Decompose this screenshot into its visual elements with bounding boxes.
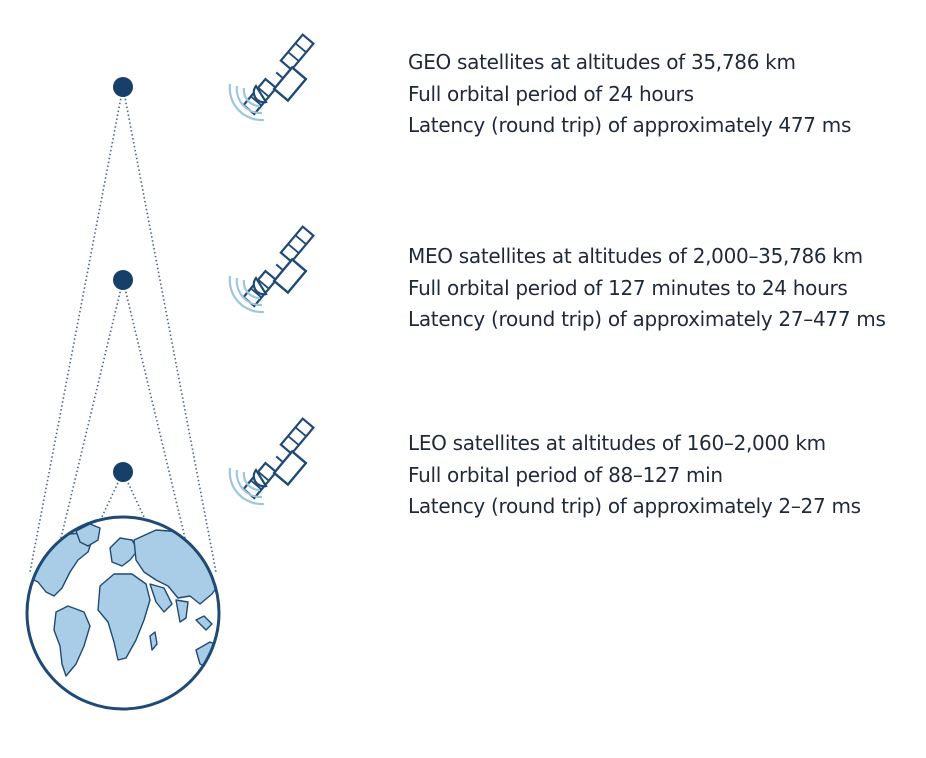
meo-satellite-icon [228,225,328,319]
geo-beam-left [29,86,124,573]
leo-latency-text: Latency (round trip) of approximately 2–… [408,494,861,518]
geo-satellite-icon [228,33,328,127]
geo-latency-text: Latency (round trip) of approximately 47… [408,113,852,137]
meo-latency-text: Latency (round trip) of approximately 27… [408,307,886,331]
meo-beam-right [122,279,186,539]
geo-period-text: Full orbital period of 24 hours [408,81,694,106]
meo-description: MEO satellites at altitudes of 2,000–35,… [408,241,886,336]
leo-satellite-icon [228,417,328,511]
leo-position-dot [113,462,133,482]
coverage-beams [29,86,217,573]
leo-altitude-text: LEO satellites at altitudes of 160–2,000… [408,431,826,455]
geo-altitude-text: GEO satellites at altitudes of 35,786 km [408,50,796,74]
meo-beam-left [60,279,124,539]
earth-globe-icon [25,515,221,711]
meo-position-dot [113,270,133,290]
leo-description: LEO satellites at altitudes of 160–2,000… [408,428,861,523]
meo-altitude-text: MEO satellites at altitudes of 2,000–35,… [408,244,863,268]
meo-period-text: Full orbital period of 127 minutes to 24… [408,275,848,300]
leo-period-text: Full orbital period of 88–127 min [408,462,723,487]
geo-position-dot [113,77,133,97]
geo-description: GEO satellites at altitudes of 35,786 km… [408,47,851,142]
geo-beam-right [122,86,217,573]
